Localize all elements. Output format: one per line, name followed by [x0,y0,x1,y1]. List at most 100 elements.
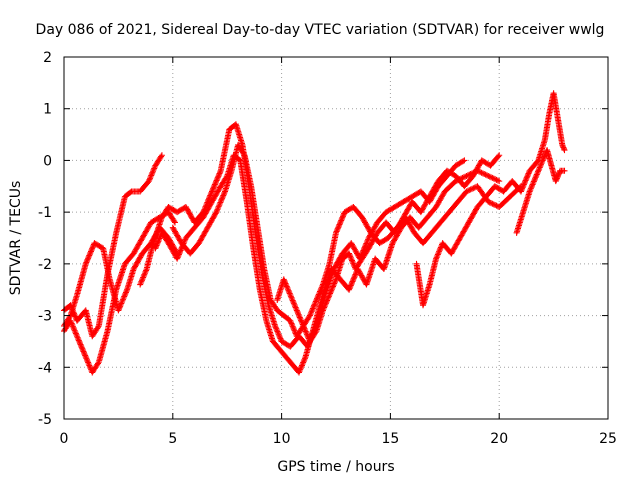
data-point [154,239,161,246]
data-point [158,152,165,159]
data-point [298,362,305,369]
data-point [467,186,474,193]
data-point [82,260,89,267]
data-point [522,178,529,185]
data-point [520,182,527,189]
data-point [470,185,477,192]
data-point [561,167,568,174]
data-point [337,218,344,225]
data-point [537,163,544,170]
data-point [72,313,79,320]
data-point [68,320,75,327]
data-point [311,301,318,308]
y-tick-label: 0 [43,153,52,169]
data-point [117,301,124,308]
data-point [287,293,294,300]
data-point [74,334,81,341]
data-point [315,292,322,299]
data-point [75,336,82,343]
data-point [290,298,297,305]
data-point [122,290,129,297]
data-point [150,168,157,175]
data-point [209,187,216,194]
data-point [308,308,315,315]
data-point [524,173,531,180]
x-tick-label: 15 [381,431,399,447]
data-point [213,209,220,216]
data-point [293,305,300,312]
data-point [87,249,94,256]
data-point [348,279,355,286]
data-point [275,331,282,338]
data-point [308,309,315,316]
data-point [481,171,488,178]
data-point [78,342,85,349]
data-point [217,199,224,206]
data-point [294,308,301,315]
data-point [331,279,338,286]
data-point [303,329,310,336]
data-point [69,323,76,330]
data-point [120,294,127,301]
data-point [86,362,93,369]
data-point [520,181,527,188]
data-point [174,255,181,262]
y-tick-label: -1 [38,205,52,221]
data-point [309,305,316,312]
data-point [532,175,539,182]
data-point [317,287,324,294]
data-point [74,333,81,340]
data-point [297,366,304,373]
data-point [348,256,355,263]
data-point [561,147,568,154]
data-point [523,174,530,181]
data-point [435,250,442,257]
data-point [486,199,493,206]
data-point [306,312,313,319]
data-point [328,286,335,293]
data-point [434,251,441,258]
data-point [284,284,291,291]
data-point [290,324,297,331]
x-tick-labels: 0 5 10 15 20 25 [60,431,617,447]
data-point [494,177,501,184]
data-point [175,252,182,259]
data-point [177,247,184,254]
data-point [346,250,353,257]
data-point [533,171,540,178]
data-point [152,243,159,250]
data-point [287,317,294,324]
data-point [307,311,314,318]
data-point [313,297,320,304]
data-point [83,355,90,362]
data-point [273,327,280,334]
data-point [86,251,93,258]
data-point [79,345,86,352]
data-point [538,160,545,167]
data-point [138,278,145,285]
data-point [530,178,537,185]
data-point [79,347,86,354]
y-tick-label: -5 [38,412,52,428]
data-point [272,322,279,329]
data-point [437,245,444,252]
data-point [87,248,94,255]
data-point [349,258,356,265]
data-point [329,284,336,291]
data-point [206,195,213,202]
data-point [141,271,148,278]
data-point [66,313,73,320]
data-point [155,238,162,245]
data-point [319,282,326,289]
x-tick-label: 10 [273,431,291,447]
data-point [208,189,215,196]
data-point [315,291,322,298]
data-point [171,219,178,226]
data-markers [61,90,568,376]
data-point [178,246,185,253]
data-point [517,188,524,195]
data-point [346,285,353,292]
data-point [71,327,78,334]
data-point [217,169,224,176]
data-point [281,279,288,286]
